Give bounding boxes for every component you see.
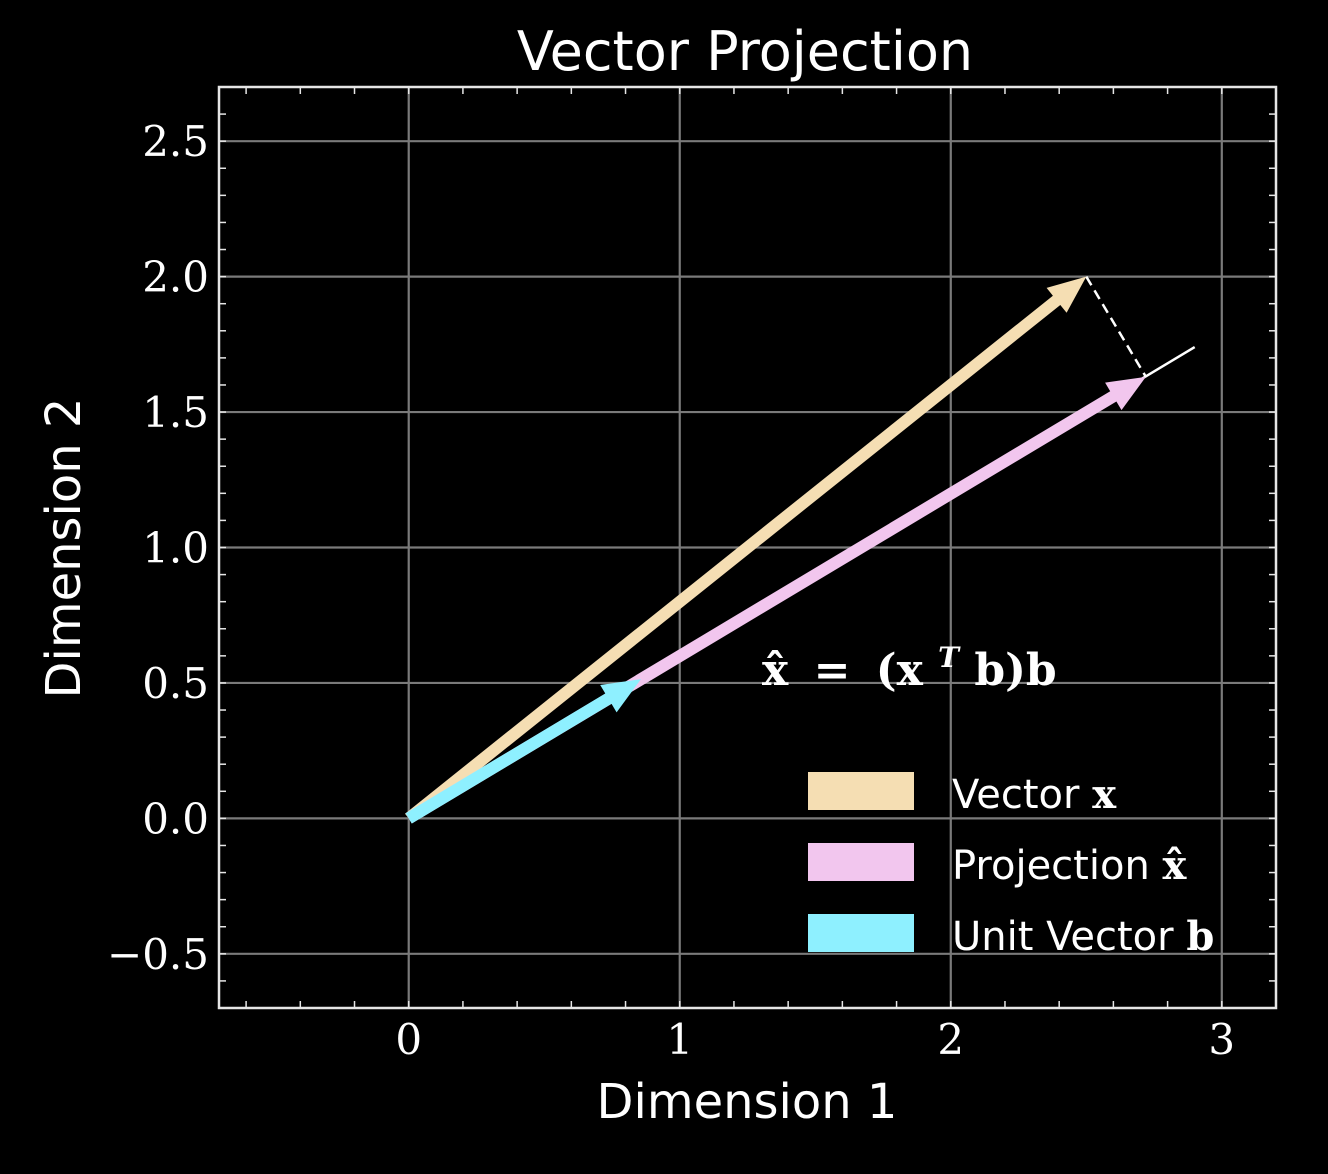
- y-axis-label: Dimension 2: [36, 398, 92, 699]
- legend-label-projection: Projection x̂: [952, 842, 1188, 889]
- y-tick-label: 0.5: [142, 659, 209, 708]
- y-tick-label: 0.0: [142, 794, 209, 843]
- x-tick-label: 1: [666, 1015, 693, 1064]
- x-tick-label: 2: [937, 1015, 964, 1064]
- perpendicular-line: [1085, 275, 1147, 378]
- projection-formula: x̂ = (x T b)b: [762, 627, 1057, 696]
- y-tick-label: 2.0: [142, 253, 209, 302]
- formula-open: (x: [876, 645, 924, 696]
- legend-label-unit-vector: Unit Vector b: [952, 913, 1214, 960]
- legend-swatch-unit-vector: [808, 914, 914, 952]
- y-tick-labels: −0.5 0.0 0.5 1.0 1.5 2.0 2.5: [107, 117, 209, 979]
- y-tick-label: 1.0: [142, 524, 209, 573]
- y-tick-label: 2.5: [142, 117, 209, 166]
- legend-swatch-vector-x: [808, 772, 914, 810]
- x-tick-label: 3: [1208, 1015, 1235, 1064]
- vector-layer: [405, 275, 1196, 824]
- plot-frame: [217, 85, 1278, 1010]
- legend: Vector x Projection x̂ Unit Vector b: [808, 771, 1214, 960]
- legend-swatch-projection: [808, 843, 914, 881]
- x-axis-label: Dimension 1: [597, 1074, 898, 1130]
- grid-lines: [219, 87, 1276, 1008]
- chart-title: Vector Projection: [517, 20, 973, 83]
- x-tick-labels: 0 1 2 3: [395, 1015, 1235, 1064]
- y-tick-label: −0.5: [107, 930, 209, 979]
- vector-x-arrow: [405, 276, 1087, 824]
- y-tick-label: 1.5: [142, 388, 209, 437]
- legend-label-vector-x: Vector x: [952, 771, 1117, 818]
- x-tick-label: 0: [395, 1015, 422, 1064]
- unit-vector-arrow: [405, 679, 641, 824]
- formula-close: b)b: [974, 645, 1056, 696]
- formula-xhat: x̂: [762, 645, 789, 696]
- formula-transpose: T: [938, 641, 961, 674]
- formula-equals: =: [814, 645, 851, 696]
